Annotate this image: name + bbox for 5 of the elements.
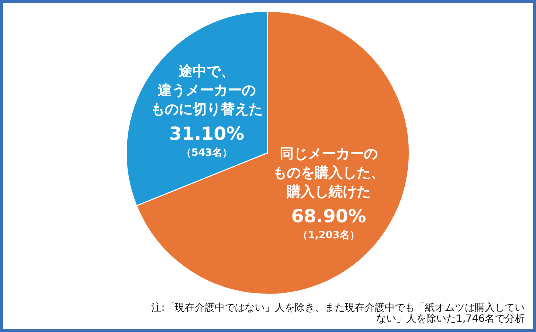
text: 注:「現在介護中ではない」人を除き、また現在介護中でも「紙オムツは購入していない」人を除いた1,746名で分析 xyxy=(150,303,525,325)
slice-label: 同じメーカーのものを購入した、購入し続けた xyxy=(272,146,385,200)
data-label: 31.10% （543名） xyxy=(170,124,245,159)
data-label: 68.90% （1,203名） xyxy=(291,206,366,242)
slice-label: 途中で、違うメーカーのものに切り替えた xyxy=(151,64,264,118)
